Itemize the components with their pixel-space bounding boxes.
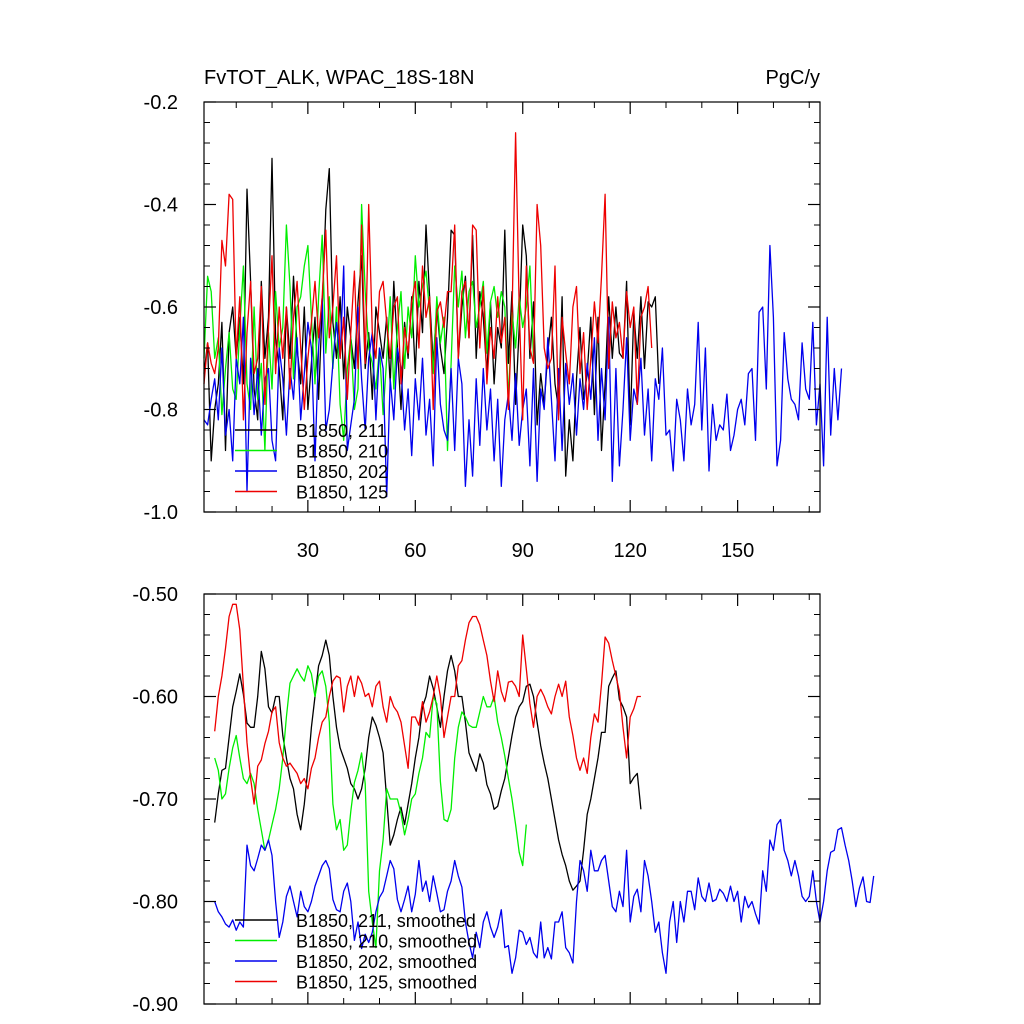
bottom-chart-panel: -0.50 -0.60 -0.70 -0.80 -0.90 B1850, 211, sm… bbox=[132, 584, 875, 1016]
bottom-legend-label-2: B1850, 210, smoothed bbox=[296, 932, 477, 952]
bottom-legend-label-4: B1850, 125, smoothed bbox=[296, 973, 477, 993]
bottom-y-tick-label: -0.70 bbox=[132, 789, 178, 811]
bottom-y-tick-label: -0.60 bbox=[132, 687, 178, 709]
bottom-legend-label-3: B1850, 202, smoothed bbox=[296, 952, 477, 972]
top-x-tick-label: 120 bbox=[613, 540, 646, 562]
bottom-y-tick-label: -0.90 bbox=[132, 994, 178, 1016]
top-y-tick-label: -1.0 bbox=[144, 502, 178, 524]
top-x-tick-label: 90 bbox=[512, 540, 534, 562]
top-y-tick-label: -0.2 bbox=[144, 92, 178, 114]
top-chart-panel: FvTOT_ALK, WPAC_18S-18N PgC/y -0.2 -0.4 -0… bbox=[144, 67, 843, 562]
top-legend-label-2: B1850, 210 bbox=[296, 442, 388, 462]
bottom-series-line-3 bbox=[214, 818, 875, 974]
bottom-series-line-1 bbox=[214, 639, 642, 891]
top-chart-title: FvTOT_ALK, WPAC_18S-18N bbox=[204, 67, 474, 89]
bottom-plot-frame bbox=[203, 593, 821, 1005]
bottom-legend-label-1: B1850, 211, smoothed bbox=[296, 911, 476, 931]
top-legend-label-1: B1850, 211 bbox=[296, 421, 387, 441]
bottom-y-tick-label: -0.50 bbox=[132, 584, 178, 606]
top-y-tick-label: -0.6 bbox=[144, 297, 178, 319]
top-legend-label-4: B1850, 125 bbox=[296, 483, 388, 503]
bottom-y-tick-label: -0.80 bbox=[132, 892, 178, 914]
top-series-line-4 bbox=[203, 132, 653, 421]
top-y-tick-label: -0.4 bbox=[144, 195, 178, 217]
top-legend-label-3: B1850, 202 bbox=[296, 462, 388, 482]
top-x-tick-label: 30 bbox=[297, 540, 319, 562]
top-x-tick-label: 150 bbox=[721, 540, 754, 562]
bottom-series-line-4 bbox=[214, 603, 641, 805]
top-x-tick-label: 60 bbox=[404, 540, 426, 562]
top-y-tick-label: -0.8 bbox=[144, 400, 178, 422]
top-plot-frame bbox=[203, 101, 821, 513]
top-chart-units: PgC/y bbox=[766, 67, 820, 89]
bottom-series-line-2 bbox=[214, 665, 527, 949]
top-series-line-1 bbox=[203, 157, 660, 477]
